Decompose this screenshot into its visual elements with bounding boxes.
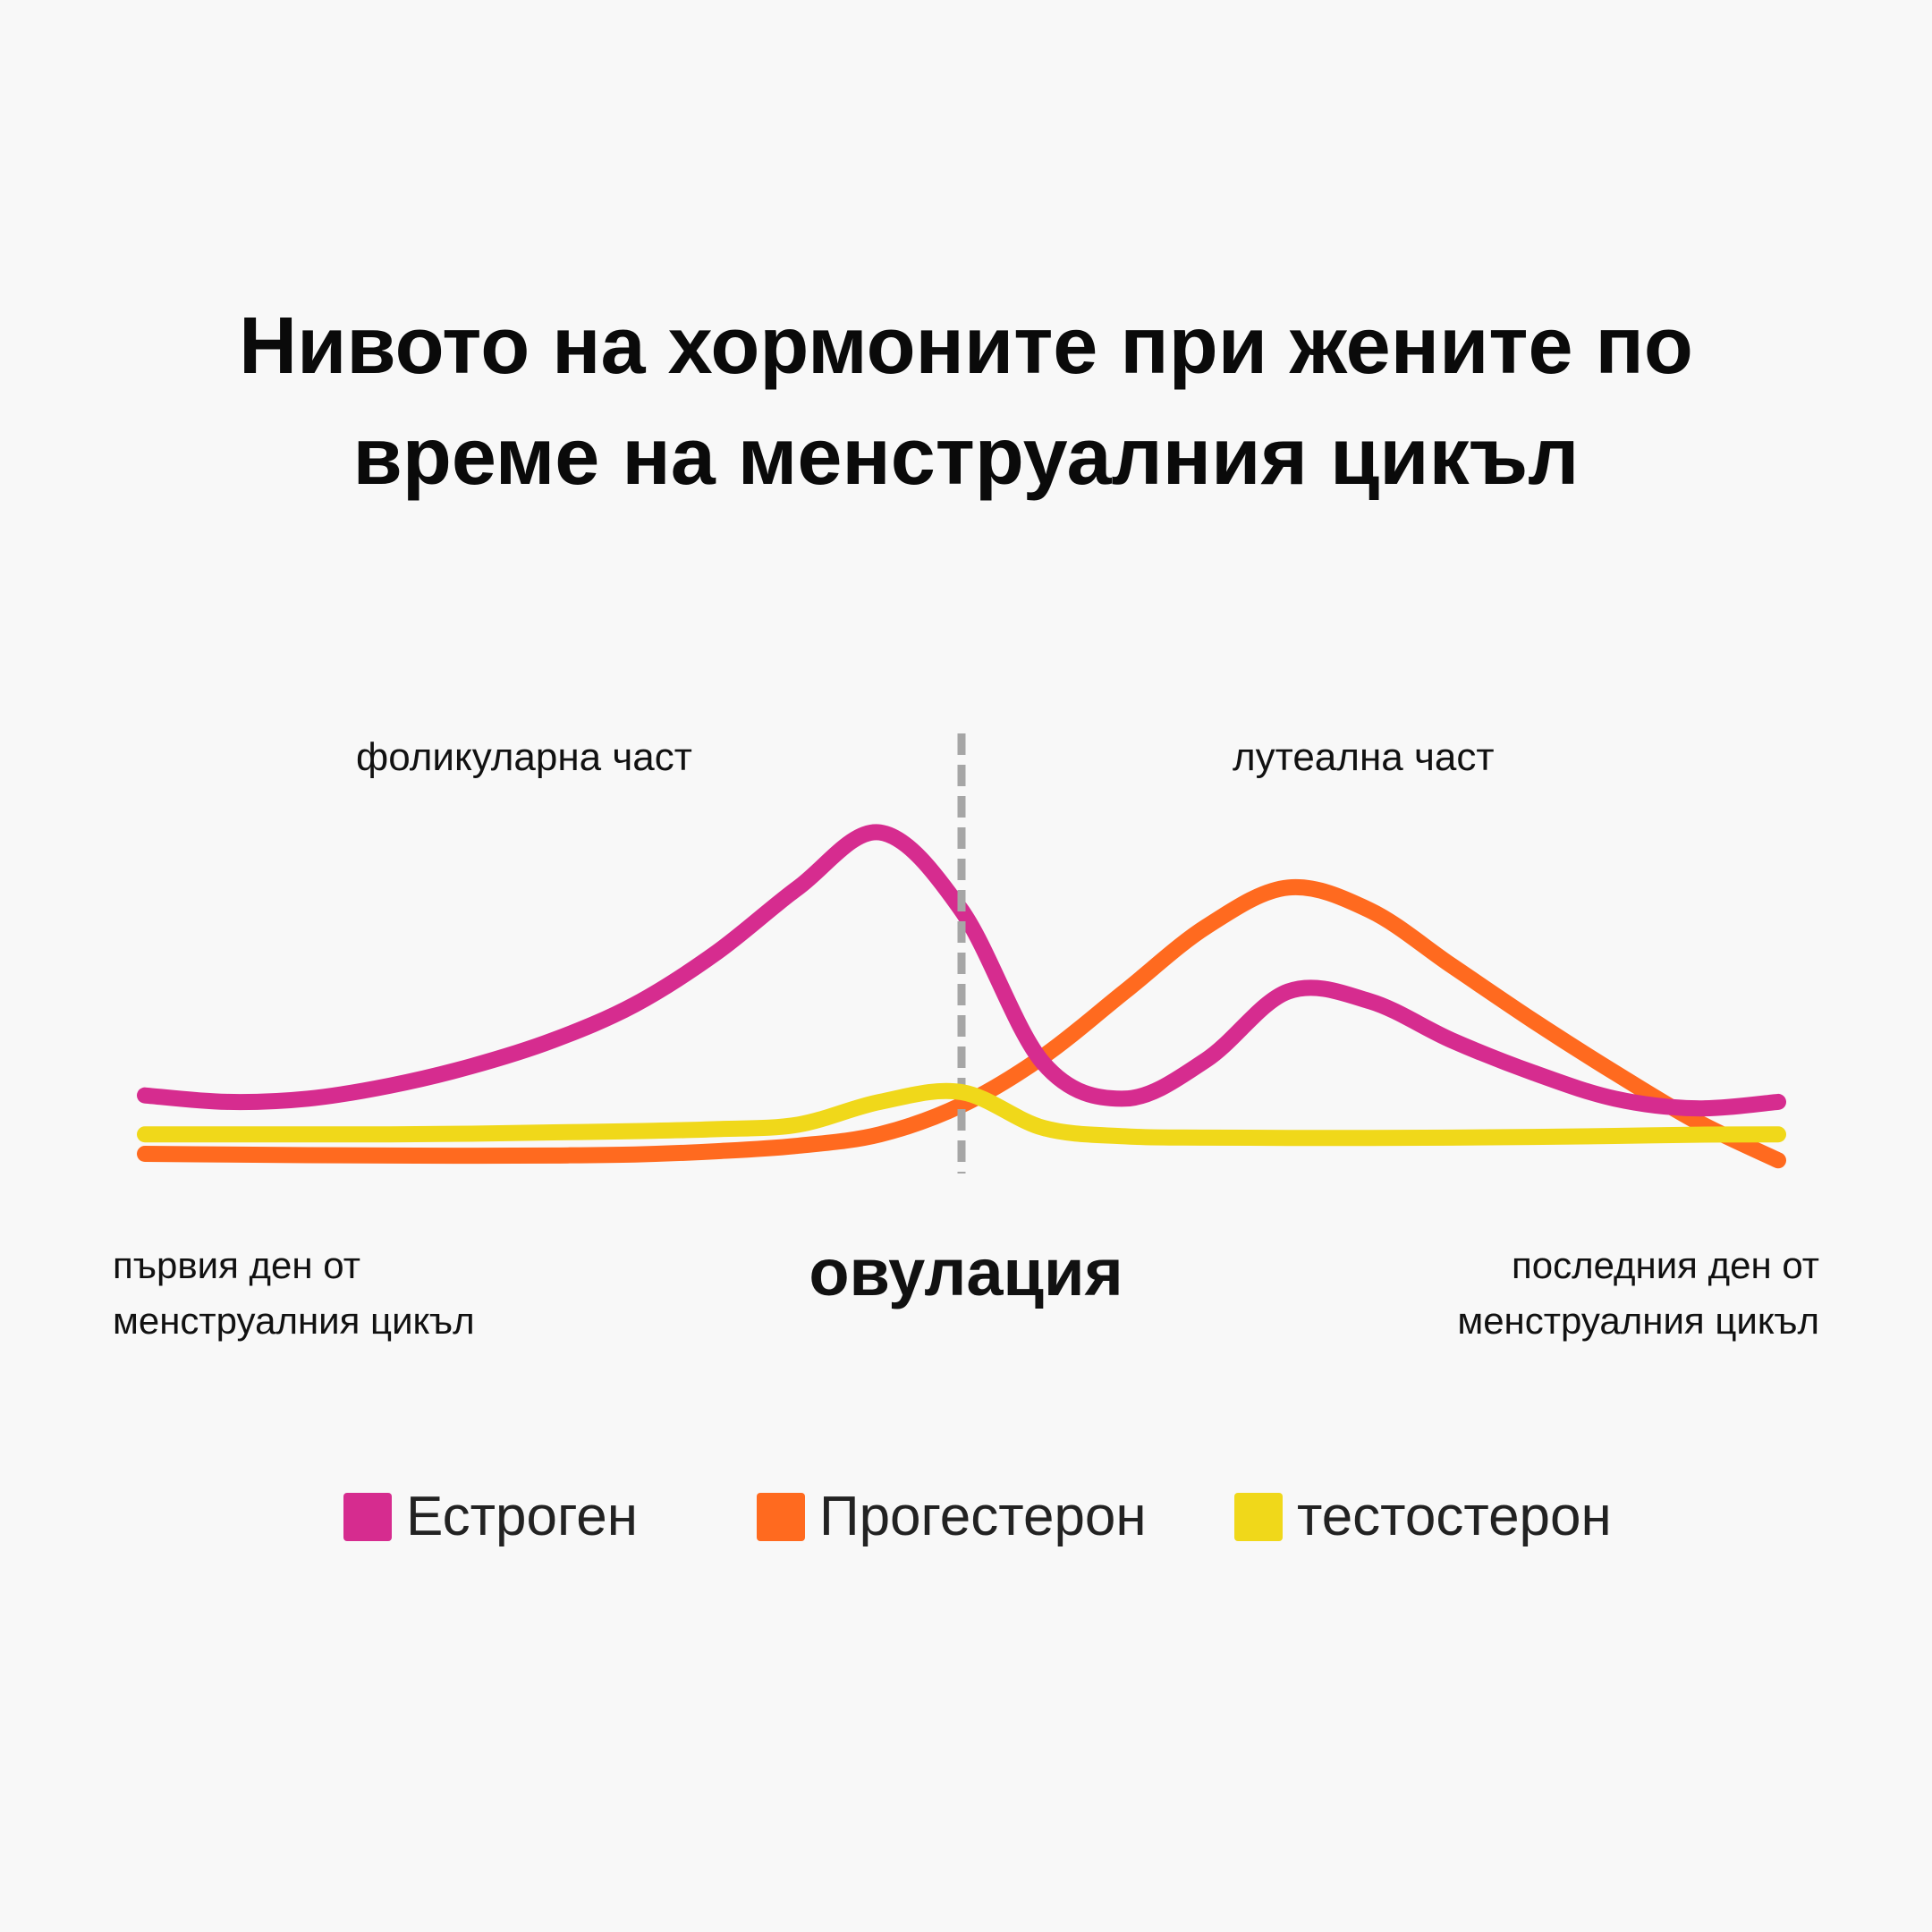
legend-label-testosterone: тестостерон [1297,1486,1612,1547]
series-line-progesterone [137,878,1786,1169]
cycle-start-label-line-2: менструалния цикъл [113,1300,475,1342]
legend-swatch-progesterone [757,1492,805,1541]
chart-title: Нивото на хормоните при жените по време … [0,291,1932,513]
chart-title-line-1: Нивото на хормоните при жените по [239,301,1693,391]
legend-swatch-testosterone [1234,1492,1283,1541]
series-line-estrogen [137,824,1786,1117]
follicular-phase-label: фоликуларна част [356,735,692,779]
chart-legend: Естроген Прогестерон тестостерон [0,1485,1932,1547]
cycle-end-label-line-1: последния ден от [1511,1244,1819,1286]
cycle-end-label-line-2: менструалния цикъл [1457,1300,1819,1342]
luteal-phase-label: лутеална част [1233,735,1495,779]
legend-item-progesterone: Прогестерон [757,1485,1147,1548]
cycle-start-label: първия ден от менструалния цикъл [113,1238,475,1349]
ovulation-label: овулация [809,1235,1123,1309]
cycle-end-label: последния ден от менструалния цикъл [1457,1238,1819,1349]
legend-swatch-estrogen [343,1492,392,1541]
legend-label-estrogen: Естроген [406,1486,638,1547]
legend-item-testosterone: тестостерон [1234,1485,1612,1548]
chart-title-line-2: време на менструалния цикъл [352,412,1580,502]
legend-item-estrogen: Естроген [343,1485,638,1548]
legend-label-progesterone: Прогестерон [819,1486,1147,1547]
cycle-start-label-line-1: първия ден от [113,1244,360,1286]
series-line-testosterone [137,1082,1786,1147]
